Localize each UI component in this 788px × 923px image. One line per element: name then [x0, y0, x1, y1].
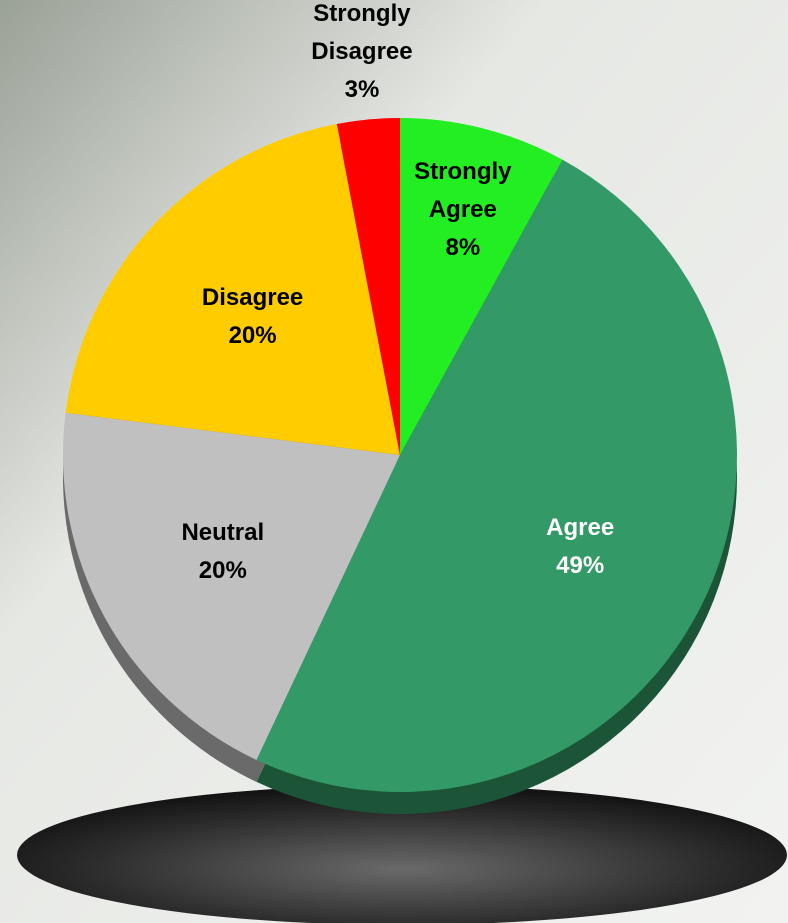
category-label: Strongly Disagree — [311, 0, 413, 66]
data-label: Neutral 20% — [148, 514, 298, 590]
slice — [400, 118, 563, 455]
value-label: 8% — [445, 234, 481, 262]
value-label: 3% — [344, 76, 380, 104]
category-label: Neutral — [181, 519, 265, 547]
slice — [336, 118, 400, 455]
category-label: Agree — [546, 513, 615, 541]
category-label: Strongly Agree — [414, 158, 512, 224]
data-label: Strongly Disagree 3% — [287, 0, 437, 109]
slice — [65, 123, 400, 455]
value-label: 49% — [556, 551, 605, 579]
data-label: Disagree 20% — [178, 279, 328, 355]
data-label: Agree 49% — [505, 509, 655, 585]
slice — [63, 412, 401, 760]
data-label: Strongly Agree 8% — [388, 153, 538, 267]
pedestal-shadow — [17, 785, 787, 923]
category-label: Disagree — [201, 283, 304, 311]
value-label: 20% — [228, 321, 277, 349]
value-label: 20% — [198, 557, 247, 585]
pie — [63, 118, 737, 792]
slice — [256, 159, 737, 792]
